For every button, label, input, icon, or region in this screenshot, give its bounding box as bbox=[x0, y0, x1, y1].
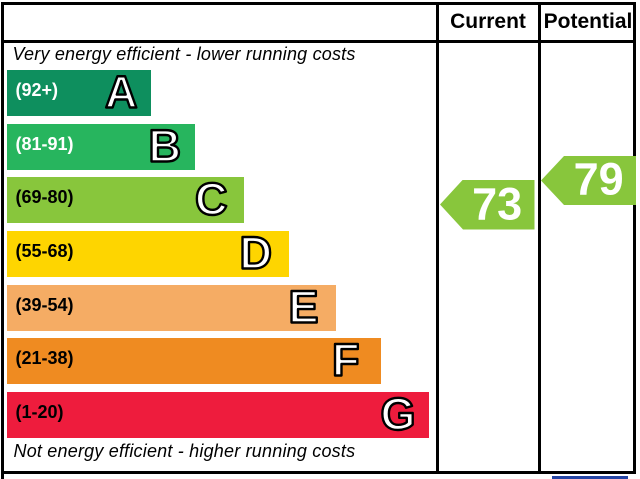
svg-text:G: G bbox=[381, 389, 416, 440]
svg-text:73: 73 bbox=[472, 178, 522, 229]
svg-text:F: F bbox=[332, 335, 360, 386]
svg-text:79: 79 bbox=[574, 154, 624, 205]
svg-text:D: D bbox=[240, 228, 273, 279]
svg-text:C: C bbox=[195, 174, 228, 225]
svg-text:A: A bbox=[105, 67, 138, 118]
svg-text:B: B bbox=[149, 121, 182, 172]
svg-text:E: E bbox=[289, 282, 319, 333]
